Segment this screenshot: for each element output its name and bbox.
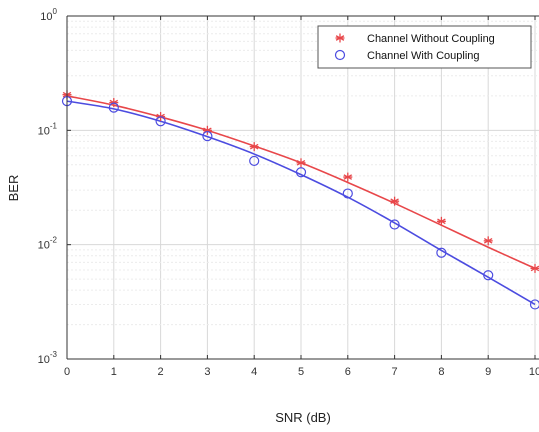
data-point-circle	[436, 247, 447, 258]
x-tick-label: 6	[345, 366, 351, 378]
x-tick-label: 7	[392, 366, 398, 378]
legend: Channel Without Coupling Channel With Co…	[317, 25, 532, 69]
data-point-circle	[295, 167, 307, 178]
data-point-circle	[202, 131, 213, 142]
y-tick-label: 10-2	[38, 236, 58, 252]
legend-box	[317, 25, 532, 69]
x-tick-label: 4	[251, 366, 257, 378]
plot-area	[67, 16, 539, 359]
series-markers	[61, 90, 539, 310]
y-tick-label: 10-1	[38, 121, 58, 137]
data-point-circle	[342, 188, 353, 199]
data-point-circle	[108, 102, 119, 113]
data-point-asterisk	[483, 236, 493, 246]
x-tick-label: 10	[529, 366, 539, 378]
x-tick-label: 9	[485, 366, 491, 378]
y-axis-label: BER	[6, 175, 21, 202]
legend-label-without-coupling: Channel Without Coupling	[367, 33, 495, 45]
x-tick-label: 1	[111, 366, 117, 378]
series-line-1	[66, 100, 536, 306]
data-point-asterisk	[390, 196, 400, 206]
data-point-asterisk	[530, 263, 539, 273]
data-point-circle	[529, 299, 539, 310]
tick-labels: 0 1 2 3 4 5 6 7 8 9 10 10-3 10-2 10-1 100	[38, 7, 539, 378]
y-tick-label: 10-3	[38, 350, 58, 366]
x-tick-label: 8	[438, 366, 444, 378]
y-tick-label: 100	[40, 7, 57, 23]
data-point-circle	[249, 155, 260, 167]
data-point-asterisk	[249, 142, 259, 152]
x-tick-label: 2	[158, 366, 164, 378]
data-point-circle	[389, 219, 400, 230]
x-tick-label: 3	[204, 366, 210, 378]
data-point-asterisk	[436, 216, 446, 226]
legend-label-with-coupling: Channel With Coupling	[367, 50, 480, 62]
x-tick-label: 5	[298, 366, 304, 378]
data-point-circle	[483, 270, 494, 281]
x-axis-label: SNR (dB)	[275, 410, 331, 425]
data-point-asterisk	[296, 158, 306, 168]
x-tick-label: 0	[64, 366, 70, 378]
legend-marker-circle	[334, 49, 346, 61]
legend-marker-asterisk	[335, 33, 345, 43]
axes	[66, 15, 539, 360]
data-point-asterisk	[343, 172, 353, 182]
data-point-circle	[155, 116, 166, 127]
